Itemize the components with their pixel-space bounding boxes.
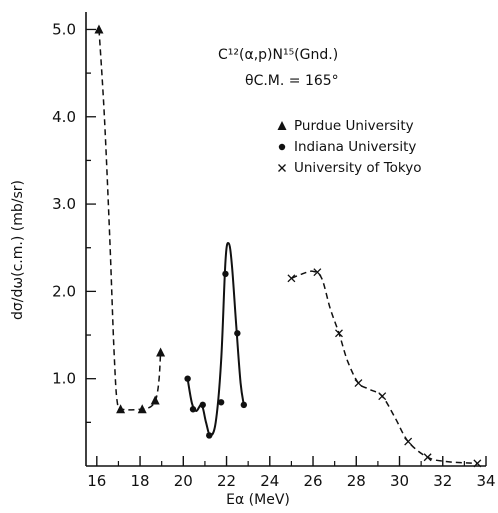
fit-curve-2: [186, 242, 245, 437]
cross-stroke: [378, 392, 387, 401]
x-tick-label: 26: [303, 472, 322, 490]
data-point-university-of-tokyo: [473, 459, 482, 468]
axes: 16 18 20 22 24 26 28 30 32 34 1.0 2.0 3.0 4.0 5.0: [52, 12, 496, 490]
data-point-indiana-university: [222, 270, 229, 278]
data-point-university-of-tokyo: [404, 437, 413, 446]
cross-stroke: [404, 437, 413, 446]
cross-stroke: [423, 453, 432, 462]
data-point-university-of-tokyo: [313, 268, 322, 277]
fit-curve-1: [98, 29, 162, 411]
legend-label-purdue-university: Purdue University: [294, 118, 414, 134]
data-point-indiana-university: [199, 401, 206, 409]
data-point-indiana-university: [189, 406, 197, 413]
data-point-purdue-university: [94, 24, 104, 34]
data-point-indiana-university: [206, 432, 213, 439]
x-tick-label: 30: [390, 472, 409, 490]
data-point-purdue-university: [137, 404, 147, 414]
annotation: C¹²(α,p)N¹⁵(Gnd.) θC.M. = 165°: [218, 47, 339, 89]
data-point-purdue-university: [156, 347, 166, 357]
x-tick-label: 20: [174, 472, 193, 490]
x-tick-label: 34: [476, 472, 495, 490]
legend-marker-indiana-university: [278, 143, 286, 151]
cross-stroke: [287, 274, 296, 283]
x-tick-label: 24: [260, 472, 279, 490]
data-point-university-of-tokyo: [287, 274, 296, 283]
x-tick-label: 22: [217, 472, 236, 490]
x-tick-label: 18: [131, 472, 150, 490]
y-tick-label: 4.0: [52, 108, 76, 126]
data-point-purdue-university: [150, 395, 160, 405]
legend: Purdue University Indiana University Unive…: [277, 118, 422, 176]
y-axis-title: dσ/dω(c.m.) (mb/sr): [10, 180, 26, 320]
reaction-annotation: C¹²(α,p)N¹⁵(Gnd.): [218, 47, 338, 63]
legend-label-university-of-tokyo: University of Tokyo: [294, 160, 422, 176]
legend-label-indiana-university: Indiana University: [294, 139, 416, 155]
y-tick-label: 2.0: [52, 282, 76, 300]
data-markers: [94, 24, 482, 468]
data-point-university-of-tokyo: [423, 453, 432, 462]
data-point-indiana-university: [234, 330, 241, 337]
data-point-indiana-university: [184, 375, 191, 382]
cross-stroke: [473, 459, 482, 468]
fit-curve-3: [291, 270, 478, 465]
data-point-university-of-tokyo: [335, 329, 343, 338]
angle-annotation: θC.M. = 165°: [245, 73, 339, 89]
y-tick-label: 1.0: [52, 370, 76, 388]
x-tick-label: 16: [87, 472, 106, 490]
data-point-university-of-tokyo: [354, 379, 363, 388]
y-tick-label: 3.0: [52, 195, 76, 213]
cross-stroke: [278, 164, 286, 172]
cross-stroke: [335, 329, 343, 338]
data-point-indiana-university: [217, 399, 225, 406]
x-tick-label: 28: [347, 472, 366, 490]
x-tick-label: 32: [433, 472, 452, 490]
cross-stroke: [313, 268, 322, 277]
x-axis-title: Eα (MeV): [226, 492, 290, 508]
y-tick-label: 5.0: [52, 20, 76, 38]
data-point-indiana-university: [240, 401, 248, 409]
legend-marker-purdue-university: [277, 121, 287, 130]
cross-stroke: [354, 379, 363, 388]
data-point-purdue-university: [116, 404, 126, 414]
data-point-university-of-tokyo: [378, 392, 387, 401]
legend-marker-university-of-tokyo: [278, 164, 286, 172]
